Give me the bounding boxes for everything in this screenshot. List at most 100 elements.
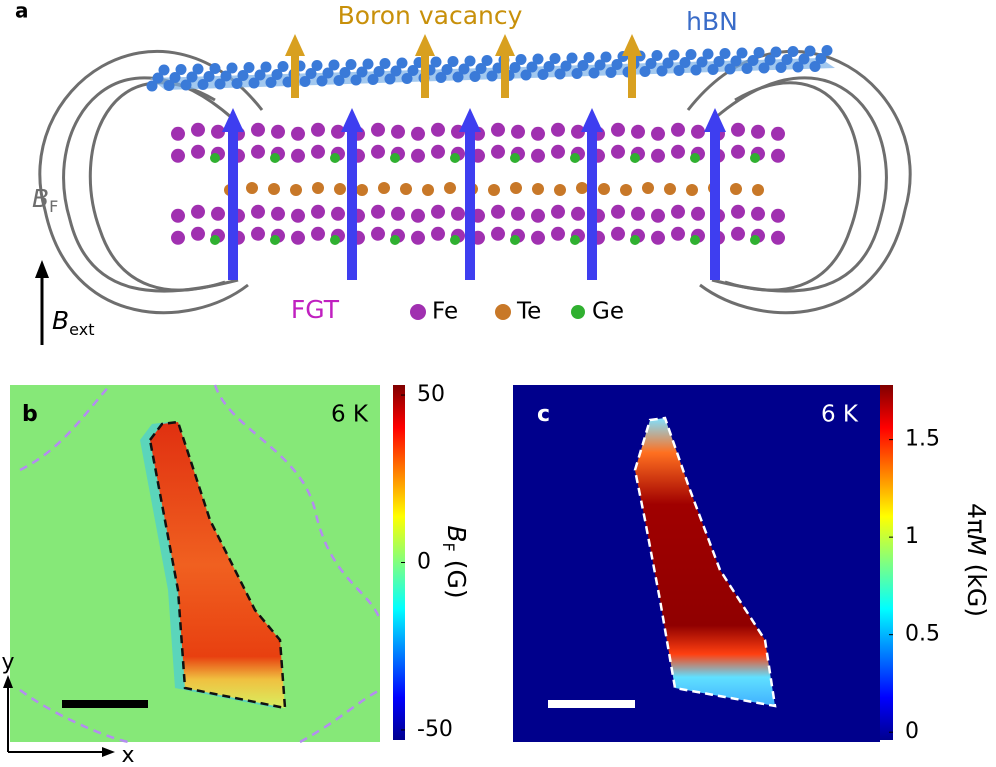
- hbn-atom: [305, 68, 317, 79]
- fe-atom: [511, 206, 525, 221]
- hbn-atom: [526, 61, 538, 73]
- fe-atom: [391, 124, 405, 139]
- fe-atom: [191, 144, 205, 159]
- hbn-atom: [248, 77, 260, 89]
- field-line: [711, 76, 888, 293]
- flake: [148, 420, 287, 710]
- colorbar-label: 4πM (kG): [962, 503, 991, 617]
- fe-atom: [491, 144, 505, 159]
- moment-arrow: [228, 128, 238, 280]
- arrow-head: [285, 34, 305, 56]
- hbn-atom: [214, 78, 226, 90]
- te-atom: [642, 182, 654, 194]
- hbn-atom: [401, 73, 413, 84]
- field-line: [88, 81, 226, 292]
- subscript: F: [440, 543, 459, 552]
- fe-atom: [291, 230, 305, 245]
- hbn-atom: [532, 53, 544, 65]
- hbn-atom: [605, 67, 617, 78]
- hbn-atom: [668, 49, 680, 61]
- colorbar-tick-label: 1: [905, 524, 919, 549]
- fe-atom: [411, 126, 425, 141]
- legend-te-marker: [495, 304, 511, 320]
- hbn-atom: [254, 69, 266, 81]
- fe-atom: [251, 204, 265, 219]
- hbn-atom: [469, 71, 481, 82]
- hbn-atom: [362, 58, 374, 70]
- te-atom: [752, 184, 764, 196]
- hbn-atom: [203, 71, 215, 82]
- fe-atom: [291, 208, 305, 223]
- legend-ge-marker: [571, 305, 585, 319]
- colorbar: [393, 385, 405, 740]
- fe-atom: [731, 144, 745, 159]
- hbn-atom: [492, 62, 504, 74]
- fe-atom: [551, 204, 565, 219]
- fe-atom: [511, 124, 525, 139]
- fgt-lattice: [171, 108, 785, 280]
- hbn-atom: [764, 54, 776, 66]
- fe-atom: [651, 148, 665, 163]
- hbn-atom: [656, 65, 668, 77]
- arrow-head: [102, 747, 115, 757]
- arrow-head: [495, 34, 515, 56]
- hbn-atom: [430, 56, 442, 68]
- fe-atom: [291, 126, 305, 141]
- panel-a: a Boron vacancy hBN BF Bext FGT Fe Te Ge: [15, 0, 912, 345]
- hbn-atom: [260, 61, 272, 73]
- fe-atom: [291, 148, 305, 163]
- fe-atom: [171, 208, 185, 223]
- fe-atom: [191, 204, 205, 219]
- x-axis-label: x: [121, 743, 134, 767]
- moment-arrow: [347, 128, 357, 280]
- te-atom: [576, 182, 588, 194]
- hbn-atom: [571, 68, 583, 79]
- te-atom: [554, 184, 566, 196]
- field-lines: [38, 49, 912, 315]
- hbn-atom: [566, 52, 578, 64]
- legend-fe-marker: [410, 304, 426, 320]
- field-label: BF: [32, 184, 58, 216]
- hbn-atom: [685, 49, 697, 60]
- fe-atom: [571, 206, 585, 221]
- te-atom: [334, 183, 346, 195]
- fe-atom: [731, 226, 745, 241]
- ge-atom: [510, 235, 520, 245]
- ge-atom: [450, 153, 460, 163]
- fe-atom: [311, 226, 325, 241]
- fe-atom: [311, 144, 325, 159]
- hbn-atom: [509, 62, 521, 73]
- hbn-atom: [747, 55, 759, 66]
- hbn-atom: [577, 60, 589, 71]
- hbn-atom: [390, 65, 402, 77]
- hbn-atom: [192, 63, 204, 75]
- boron-vacancy-label: Boron vacancy: [338, 1, 523, 30]
- colorbar-tick-label: 0: [417, 550, 431, 575]
- fe-atom: [751, 206, 765, 221]
- hbn-atom: [741, 63, 753, 74]
- arrow-head: [341, 108, 363, 132]
- flake: [633, 416, 777, 708]
- ge-atom: [210, 153, 220, 163]
- hbn-atom: [350, 74, 362, 86]
- hbn-atom: [146, 80, 158, 92]
- hbn-atom: [594, 59, 606, 71]
- fe-atom: [571, 124, 585, 139]
- hbn-atom: [781, 54, 793, 65]
- hbn-atom: [169, 72, 181, 83]
- te-atom: [378, 182, 390, 194]
- hbn-atom: [328, 59, 340, 71]
- te-atom: [246, 182, 258, 194]
- fe-atom: [731, 122, 745, 137]
- hbn-atom: [367, 74, 379, 85]
- hbn-atom: [809, 61, 821, 72]
- unit: (G): [442, 560, 471, 599]
- hbn-atom: [707, 64, 719, 75]
- ge-atom: [270, 153, 280, 163]
- hbn-atom: [475, 63, 487, 74]
- hbn-atom: [673, 65, 685, 76]
- hbn-atom: [753, 47, 765, 58]
- hbn-atom: [407, 65, 419, 76]
- fe-atom: [171, 148, 185, 163]
- te-atom: [444, 182, 456, 194]
